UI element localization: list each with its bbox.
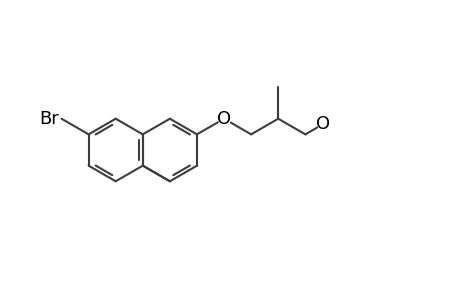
Text: O: O bbox=[315, 115, 329, 133]
Text: O: O bbox=[217, 110, 230, 128]
Text: Br: Br bbox=[39, 110, 59, 128]
